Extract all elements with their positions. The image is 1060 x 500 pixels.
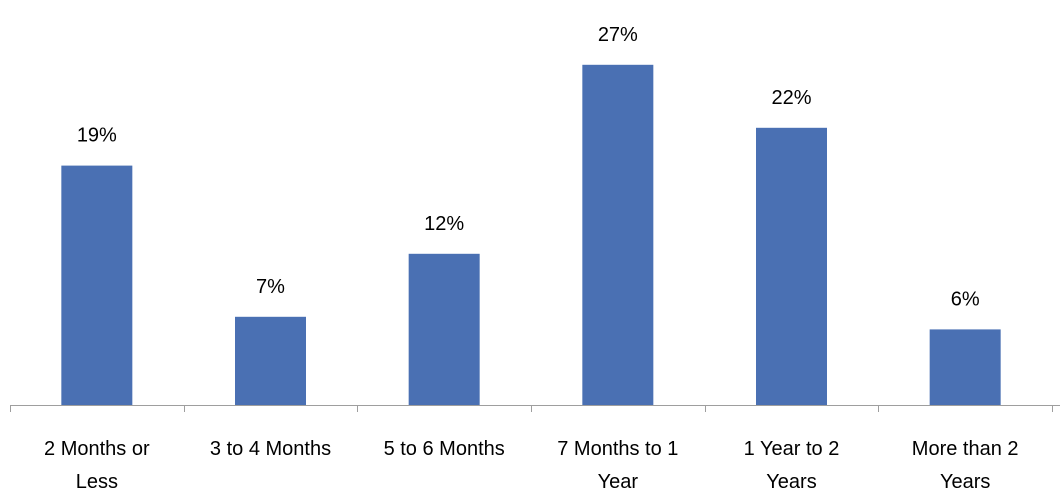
- x-axis: [10, 405, 1060, 412]
- data-label: 12%: [424, 213, 464, 235]
- data-label: 6%: [951, 288, 980, 310]
- data-label: 7%: [256, 276, 285, 298]
- x-tick-label: 7 Months to 1 Year: [557, 438, 678, 493]
- data-label: 27%: [598, 24, 638, 46]
- data-label: 22%: [771, 87, 811, 109]
- bars-layer: [61, 64, 1001, 406]
- data-label: 19%: [77, 125, 117, 147]
- x-tick-label: 3 to 4 Months: [210, 438, 331, 460]
- bar: [61, 165, 133, 405]
- category-labels-layer: 2 Months or Less 3 to 4 Months 5 to 6 Month…: [44, 438, 1019, 493]
- x-tick-label: 5 to 6 Months: [384, 438, 505, 460]
- bar: [582, 64, 654, 406]
- x-tick-label: 1 Year to 2 Years: [744, 438, 840, 493]
- x-tick-label: 2 Months or Less: [44, 438, 150, 493]
- bar: [929, 329, 1001, 405]
- data-labels-layer: 19% 7% 12% 27% 22% 6%: [77, 24, 980, 311]
- bar: [235, 316, 306, 405]
- x-tick-label: More than 2 Years: [912, 438, 1019, 493]
- bar: [408, 253, 480, 405]
- bar: [756, 127, 827, 406]
